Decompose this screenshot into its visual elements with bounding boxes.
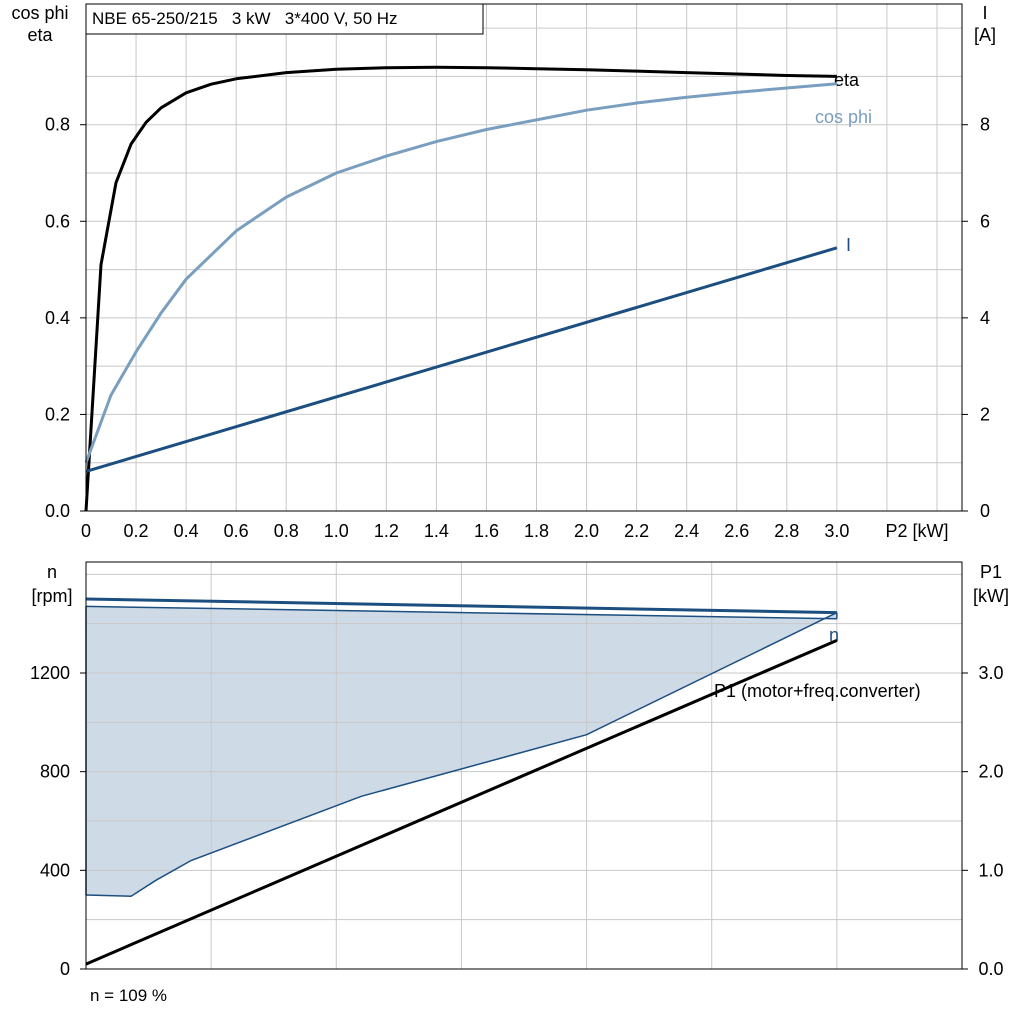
x-tick-label: 0 [81,521,91,541]
left-tick-label: 0 [60,959,70,979]
series-label: eta [834,70,860,90]
right-tick-label: 2.0 [978,762,1003,782]
top-plot-frame [85,3,963,512]
bottom-right-axis-label-line1: P1 [980,562,1002,582]
series-label: P1 (motor+freq.converter) [714,681,921,701]
x-axis-label: P2 [kW] [885,521,948,541]
title-box: NBE 65-250/215 3 kW 3*400 V, 50 Hz [85,3,484,35]
x-tick-label: 3.0 [824,521,849,541]
bottom-left-axis-label-line2: [rpm] [31,586,72,606]
top-grid [86,4,962,511]
x-tick-label: 2.4 [674,521,699,541]
x-tick-label: 2.8 [774,521,799,541]
x-tick-label: 0.2 [124,521,149,541]
x-tick-label: 2.0 [574,521,599,541]
top-series-layer: eta cos phi I [84,65,872,512]
left-tick-label: 800 [40,762,70,782]
top-left-axis-label-line1: cos phi [11,3,68,23]
right-tick-label: 6 [980,211,990,231]
series-line-cos-phi [84,82,838,464]
x-tick-label: 0.6 [224,521,249,541]
x-tick-label: 2.6 [724,521,749,541]
right-tick-label: 3.0 [978,663,1003,683]
right-tick-label: 4 [980,308,990,328]
right-tick-label: 8 [980,115,990,135]
left-tick-label: 0.2 [45,404,70,424]
x-tick-label: 1.4 [424,521,449,541]
bottom-tick-labels: 0 400 800 1200 0.0 1.0 2.0 3.0 [30,663,1004,979]
x-tick-label: 1.6 [474,521,499,541]
series-line-i [85,246,838,473]
bottom-left-axis-label-line1: n [47,562,57,582]
series-line-p1 [85,639,838,966]
right-tick-label: 1.0 [978,860,1003,880]
x-tick-label: 0.4 [174,521,199,541]
series-label: n [829,625,839,645]
top-right-axis-label-line2: [A] [974,25,996,45]
left-tick-label: 0.4 [45,308,70,328]
bottom-series-layer: n P1 (motor+freq.converter) [85,597,921,966]
top-left-axis-label-line2: eta [27,25,53,45]
left-tick-label: 1200 [30,663,70,683]
series-label: I [846,235,851,255]
left-tick-label: 0.8 [45,115,70,135]
right-tick-label: 2 [980,404,990,424]
x-tick-label: 1.2 [374,521,399,541]
bottom-right-axis-label-line2: [kW] [973,586,1009,606]
x-tick-label: 0.8 [274,521,299,541]
series-line-n [85,597,837,615]
x-tick-label: 1.8 [524,521,549,541]
operating-range-upper-edge [85,605,837,620]
left-tick-label: 0.6 [45,211,70,231]
bottom-grid [86,562,962,969]
series-line-eta [84,65,837,512]
left-tick-label: 0.0 [45,501,70,521]
top-tick-labels: 0 0.2 0.4 0.6 0.8 1.0 1.2 1.4 1.6 1.8 2.0 2.2 2.4 2.6… [45,115,990,541]
x-tick-label: 2.2 [624,521,649,541]
chart-title: NBE 65-250/215 3 kW 3*400 V, 50 Hz [92,9,398,28]
right-tick-label: 0 [980,501,990,521]
series-label: cos phi [815,107,872,127]
left-tick-label: 400 [40,860,70,880]
right-tick-label: 0.0 [978,959,1003,979]
x-tick-label: 1.0 [324,521,349,541]
speed-percentage-note: n = 109 % [90,986,167,1005]
operating-range-lower-edge [85,611,838,897]
bottom-plot-frame [85,561,963,970]
top-right-axis-label-line1: I [982,3,987,23]
